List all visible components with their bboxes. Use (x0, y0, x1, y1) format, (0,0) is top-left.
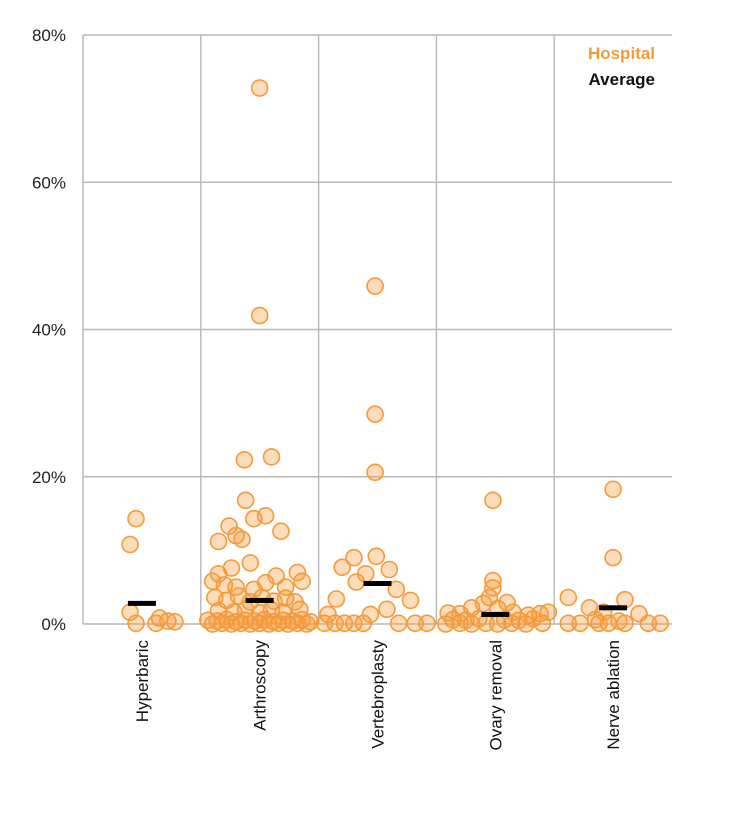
hospital-point (276, 589, 295, 608)
hospital-point (250, 79, 269, 97)
legend-hospital-label: Hospital (588, 44, 655, 63)
average-mark (481, 611, 510, 617)
hospital-point (279, 615, 297, 633)
hospital-point (335, 614, 354, 633)
hospital-point (502, 614, 521, 633)
hospital-point (651, 614, 670, 633)
hospital-point (361, 605, 380, 624)
grid (82, 34, 672, 625)
hospital-point (267, 567, 286, 585)
category-labels: Hyperbaric Arthroscopy Vertebroplasty Ovary… (133, 640, 623, 751)
hospital-point (209, 532, 228, 551)
average-marks (127, 581, 628, 617)
y-tick-label: 60% (32, 173, 66, 192)
hospital-point (319, 605, 337, 624)
hospital-point (418, 614, 436, 633)
hospital-point (256, 506, 275, 525)
hospital-point (288, 614, 307, 633)
hospital-point (462, 615, 481, 633)
hospital-point (256, 573, 275, 592)
y-tick-label: 20% (32, 468, 66, 487)
hospital-point (233, 530, 251, 549)
hospital-point (166, 612, 184, 631)
hospital-point (590, 614, 608, 633)
hospital-point (559, 588, 578, 607)
hospital-point (241, 615, 260, 633)
category-label: Hyperbaric (133, 640, 152, 723)
hospital-point (272, 522, 290, 541)
hospital-point (250, 306, 269, 325)
hospital-point (366, 405, 384, 424)
hospital-point (484, 491, 502, 510)
hospital-point (297, 615, 316, 633)
category-label: Nerve ablation (604, 640, 623, 750)
hospital-point (262, 448, 281, 466)
hospital-point (222, 559, 241, 577)
y-tick-label: 0% (41, 615, 66, 634)
hospital-point (401, 591, 420, 610)
y-axis-ticks: 0% 20% 40% 60% 80% (32, 26, 66, 634)
hospital-point (260, 615, 278, 633)
average-mark (245, 597, 274, 603)
legend: Hospital Average (588, 44, 655, 89)
hospital-point (517, 615, 535, 633)
hospital-point (616, 614, 634, 633)
category-label: Arthroscopy (251, 640, 270, 731)
hospital-point (604, 548, 622, 567)
hospital-point (604, 480, 622, 499)
hospital-point (127, 614, 145, 633)
hospital-point (326, 614, 344, 633)
hospital-point (250, 614, 269, 633)
hospital-point (378, 600, 396, 619)
hospital-point (533, 614, 552, 633)
hospital-point (571, 614, 589, 633)
hospital-point (387, 580, 406, 599)
hospital-point (345, 614, 363, 633)
y-tick-label: 40% (32, 321, 66, 340)
hospital-point (616, 590, 634, 609)
hospital-point (389, 614, 408, 633)
hospital-point (288, 563, 307, 582)
hospital-point (127, 509, 145, 528)
hospital-point (203, 615, 222, 633)
hospital-point (498, 593, 516, 612)
y-tick-label: 80% (32, 26, 66, 45)
hospital-point (599, 614, 618, 633)
hospital-point (484, 579, 502, 597)
average-mark (127, 600, 156, 606)
hospital-points (121, 79, 670, 633)
hospital-point (366, 277, 384, 295)
hospital-point (354, 614, 373, 633)
hospital-point (345, 548, 363, 567)
legend-average-label: Average (589, 70, 655, 89)
hospital-point (293, 572, 311, 591)
category-label: Vertebroplasty (369, 640, 388, 749)
hospital-point (220, 517, 238, 535)
hospital-point (235, 450, 254, 469)
hospital-point (213, 614, 231, 633)
average-mark (363, 581, 392, 587)
hospital-point (436, 615, 455, 633)
hospital-point (347, 573, 366, 591)
hospital-point (236, 491, 255, 510)
hospital-point (147, 614, 165, 633)
average-mark (599, 605, 628, 611)
hospital-point (366, 463, 384, 482)
hospital-point (367, 547, 386, 566)
category-label: Ovary removal (486, 640, 505, 751)
hospital-point (232, 614, 250, 633)
hospital-point (380, 560, 399, 579)
hospital-point (333, 558, 352, 577)
hospital-point (327, 590, 346, 608)
hospital-point (121, 535, 139, 554)
hospital-point (241, 554, 260, 572)
